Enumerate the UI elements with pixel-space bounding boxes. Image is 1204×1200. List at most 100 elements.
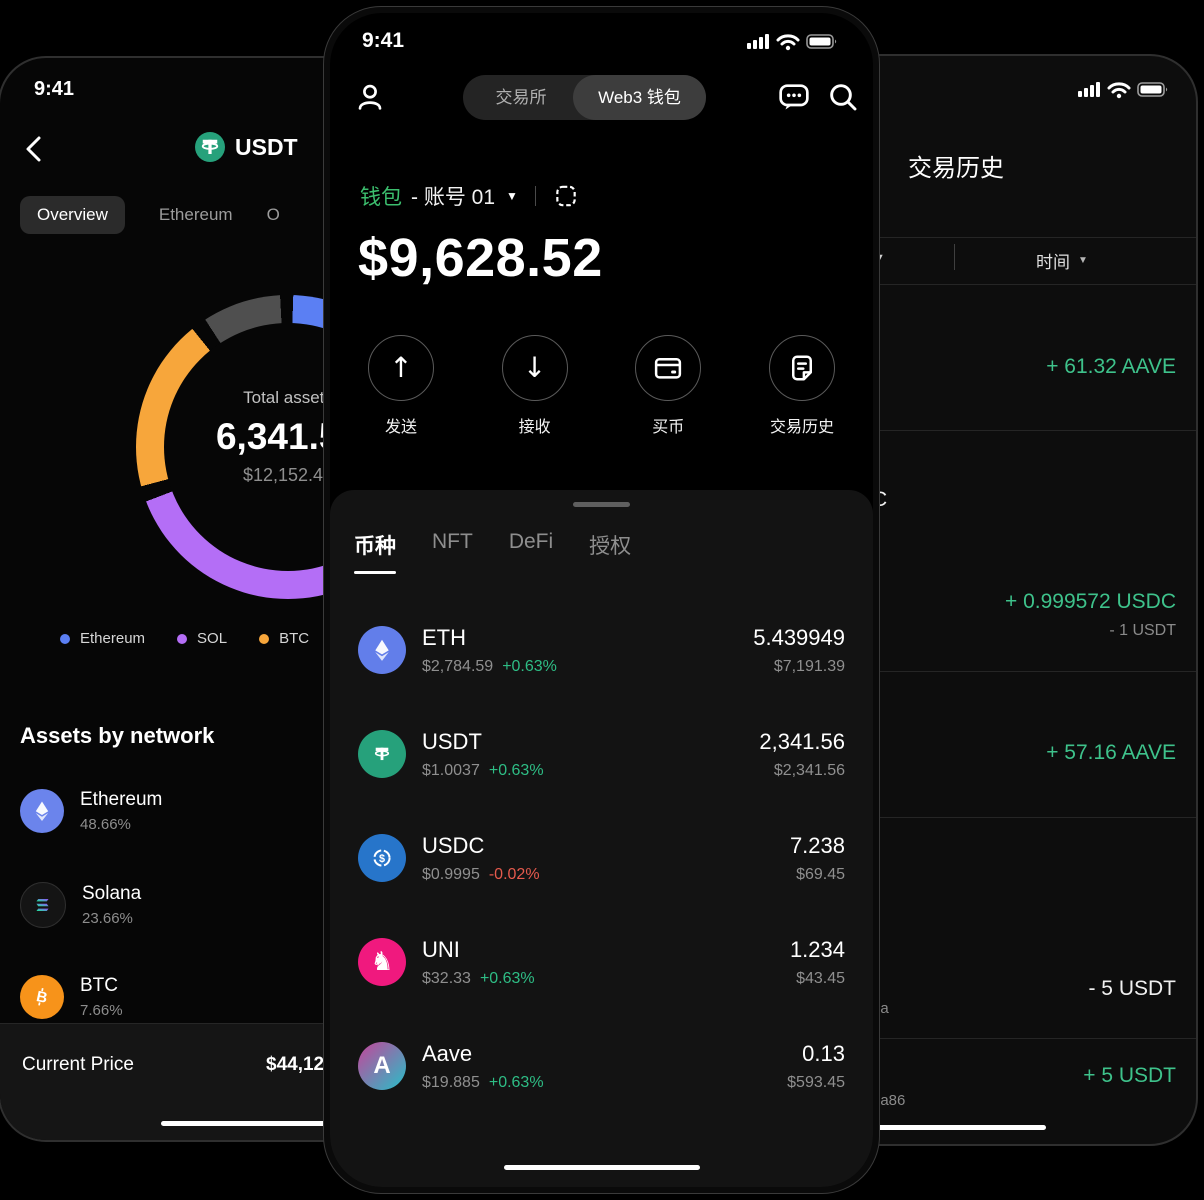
quick-actions: ↑ 发送 ↓ 接收 买币 (330, 335, 873, 437)
token-symbol: ETH (422, 624, 466, 650)
token-row-usdt[interactable]: USDT $1.0037 +0.63% 2,341.56 $2,341.56 (330, 702, 873, 806)
asset-tabs: Overview Ethereum O (20, 196, 280, 234)
token-amount: 2,341.56 (759, 728, 845, 754)
donut-legend: Ethereum SOL BTC (60, 630, 309, 647)
history-button[interactable]: 交易历史 (761, 335, 843, 437)
token-symbol: USDT (422, 728, 482, 754)
tab-other[interactable]: O (266, 205, 280, 224)
segment-exchange[interactable]: 交易所 (495, 88, 547, 107)
network-percent: 23.66% (82, 910, 133, 927)
asset-type-tabs: 币种 NFT DeFi 授权 (354, 530, 632, 574)
chevron-down-icon: ▼ (506, 189, 518, 203)
tx-amount[interactable]: + 61.32 AAVE (1046, 355, 1176, 378)
chat-icon[interactable] (778, 81, 810, 113)
legend-dot-ethereum (60, 633, 70, 644)
eth-diamond-icon (375, 639, 389, 661)
token-row-usdc[interactable]: $ USDC $0.9995 -0.02% 7.238 $69.45 (330, 806, 873, 910)
legend-label: Ethereum (80, 630, 146, 647)
token-row-aave[interactable]: A Aave $19.885 +0.63% 0.13 $593.45 (330, 1014, 873, 1118)
token-symbol: Aave (422, 1040, 473, 1066)
total-assets-usd: $12,152.45 (242, 465, 334, 485)
token-row-uni[interactable]: ♞ UNI $32.33 +0.63% 1.234 $43.45 (330, 910, 873, 1014)
segment-web3-wallet[interactable]: Web3 钱包 (573, 75, 706, 120)
action-label: 发送 (384, 419, 417, 436)
network-row-btc[interactable]: B BTC 7.66% (20, 975, 123, 1019)
status-icons (747, 34, 837, 51)
tab-approvals[interactable]: 授权 (589, 535, 632, 558)
tx-amount[interactable]: + 0.999572 USDC (1004, 590, 1176, 613)
btc-network-icon: B (20, 975, 64, 1019)
token-value: $2,341.56 (773, 761, 845, 779)
status-time: 9:41 (34, 78, 75, 100)
token-symbol: USDC (422, 832, 485, 858)
signal-icon (1078, 82, 1100, 97)
solana-bars-icon (36, 899, 49, 911)
tab-ethereum[interactable]: Ethereum (158, 205, 233, 224)
network-row-solana[interactable]: Solana 23.66% (20, 882, 141, 928)
tx-amount[interactable]: - 5 USDT (1088, 977, 1176, 1000)
aave-a-icon: A (373, 1052, 391, 1079)
token-price: $2,784.59 (422, 657, 494, 675)
wallet-label: 钱包 (360, 186, 402, 209)
token-row-eth[interactable]: ETH $2,784.59 +0.63% 5.439949 $7,191.39 (330, 598, 873, 702)
tether-icon (374, 747, 390, 761)
home-indicator (161, 1121, 451, 1126)
wifi-icon (776, 34, 800, 51)
send-button[interactable]: ↑ 发送 (360, 335, 442, 437)
filter-separator (954, 244, 955, 270)
time-filter-dropdown[interactable]: 时间 ▼ (1036, 248, 1088, 273)
tx-amount[interactable]: + 57.16 AAVE (1046, 741, 1176, 764)
tab-nft[interactable]: NFT (432, 530, 473, 553)
token-price: $19.885 (422, 1073, 480, 1091)
tab-overview[interactable]: Overview (20, 196, 125, 234)
page-title: 交易历史 (908, 155, 1004, 182)
back-icon[interactable] (22, 134, 48, 164)
receive-button[interactable]: ↓ 接收 (494, 335, 576, 437)
usdt-token-icon (358, 730, 406, 778)
buy-crypto-button[interactable]: 买币 (627, 335, 709, 437)
profile-icon[interactable] (354, 81, 386, 113)
tab-defi[interactable]: DeFi (508, 530, 554, 553)
coin-title-label: USDT (235, 133, 298, 160)
document-icon (791, 355, 812, 381)
copy-address-icon[interactable] (553, 183, 579, 209)
usdc-dollar-icon: $ (373, 849, 391, 867)
account-selector[interactable]: 钱包 - 账号 01 ▼ (360, 181, 579, 211)
time-filter-label: 时间 (1036, 253, 1070, 272)
search-icon[interactable] (827, 81, 859, 113)
legend-btc: BTC (259, 630, 309, 647)
wifi-icon (1107, 82, 1131, 99)
tab-coins[interactable]: 币种 (354, 530, 396, 574)
legend-sol: SOL (177, 630, 227, 647)
tx-amount[interactable]: + 5 USDT (1083, 1064, 1176, 1087)
network-row-ethereum[interactable]: Ethereum 48.66% (20, 789, 162, 833)
chevron-down-icon: ▼ (1078, 255, 1088, 266)
token-change: +0.63% (488, 1073, 544, 1091)
drag-handle[interactable] (573, 502, 630, 507)
token-price: $0.9995 (422, 865, 480, 883)
token-change: +0.63% (502, 657, 557, 675)
total-balance: $9,628.52 (358, 228, 603, 288)
current-price-value: $44,12 (266, 1054, 325, 1075)
svg-text:B: B (35, 988, 49, 1007)
network-name: Ethereum (80, 789, 163, 810)
wallet-screen: 9:41 交易所 Web3 钱包 钱包 - 账号 0 (330, 13, 873, 1187)
segmented-control: 交易所 Web3 钱包 (463, 75, 706, 120)
tx-partial-text: ba86 (872, 1092, 906, 1109)
network-name: BTC (80, 975, 118, 996)
ethereum-network-icon (20, 789, 64, 833)
token-price: $32.33 (422, 969, 471, 987)
uni-token-icon: ♞ (358, 938, 406, 986)
account-label: - 账号 01 (411, 186, 496, 209)
home-indicator (504, 1165, 700, 1170)
token-amount: 5.439949 (753, 624, 845, 650)
token-amount: 0.13 (802, 1040, 845, 1066)
action-label: 交易历史 (769, 419, 834, 436)
battery-icon (1137, 82, 1168, 97)
token-symbol: UNI (422, 936, 460, 962)
legend-label: SOL (197, 630, 228, 647)
home-indicator (716, 1125, 1046, 1130)
token-price: $1.0037 (422, 761, 480, 779)
current-price-label: Current Price (22, 1054, 134, 1075)
token-change: -0.02% (488, 865, 540, 883)
